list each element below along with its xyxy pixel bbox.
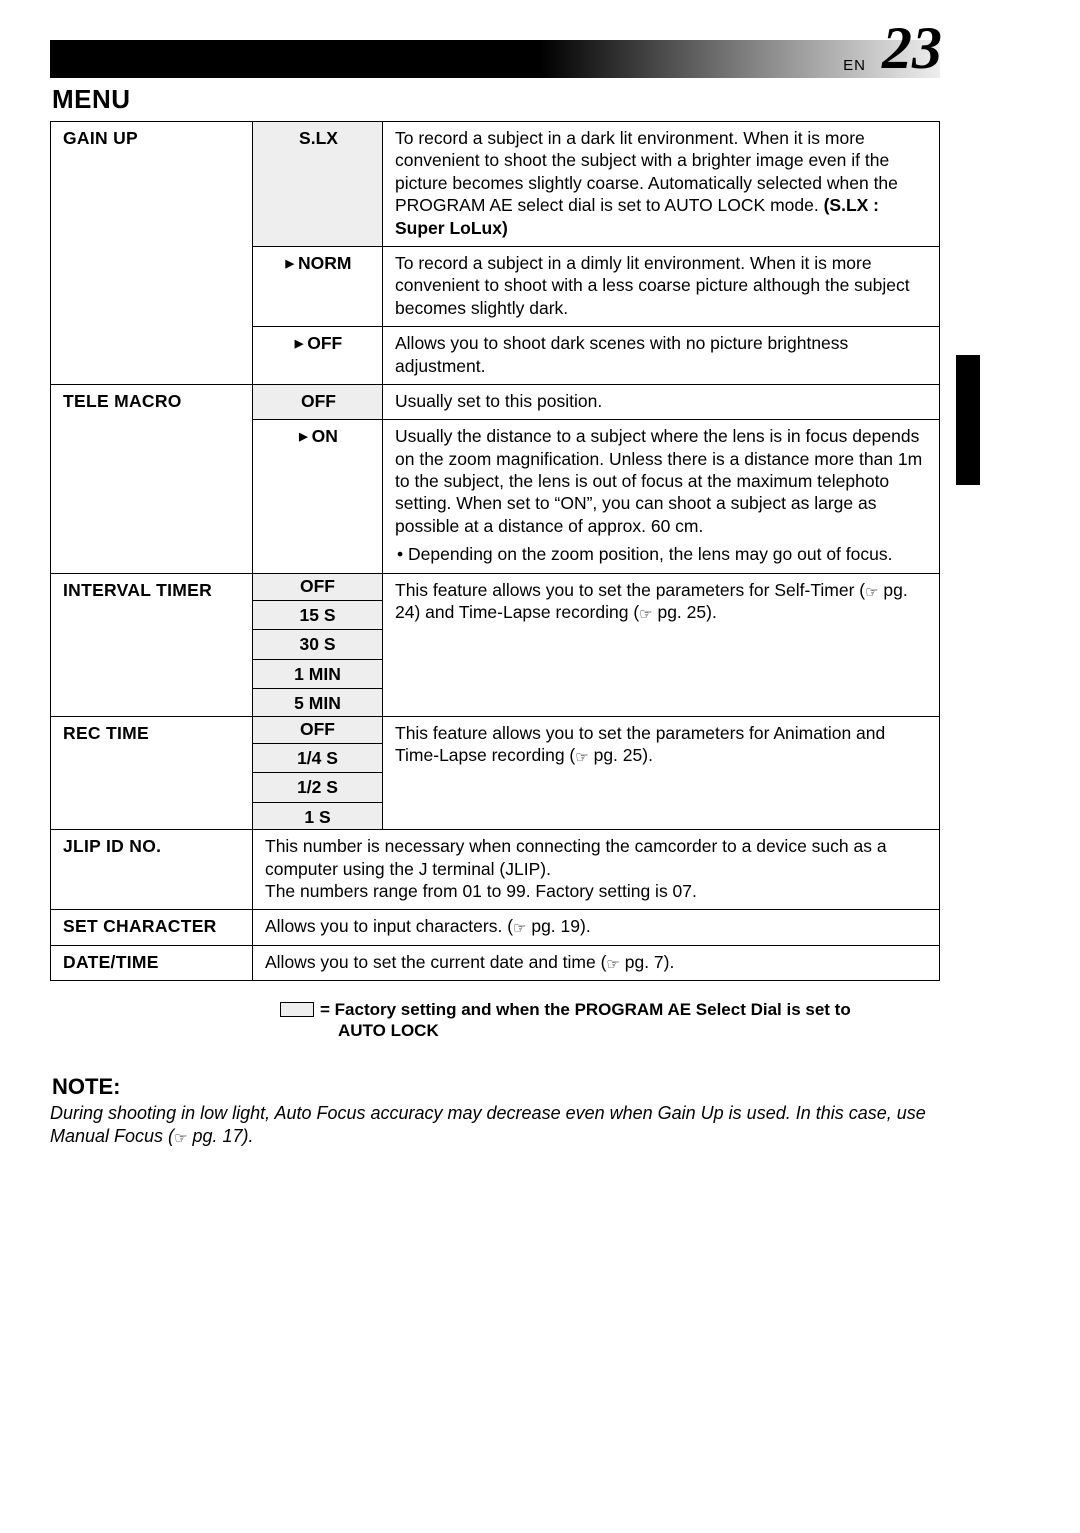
section-tab [956, 355, 980, 485]
feature-name: DATE/TIME [51, 945, 253, 980]
pointer-icon: ☞ [575, 748, 588, 767]
feature-name: INTERVAL TIMER [51, 573, 253, 716]
option-desc: Allows you to shoot dark scenes with no … [383, 327, 940, 385]
option-cell-rectime: OFF 1/4 S 1/2 S 1 S [253, 716, 383, 830]
option-desc: To record a subject in a dark lit enviro… [383, 122, 940, 247]
option-desc: Allows you to set the current date and t… [253, 945, 940, 980]
option-desc: Allows you to input characters. (☞ pg. 1… [253, 910, 940, 945]
table-row: DATE/TIME Allows you to set the current … [51, 945, 940, 980]
manual-page: EN 23 MENU GAIN UP S.LX To record a subj… [0, 0, 1080, 1188]
pointer-icon: ☞ [639, 605, 652, 624]
note-body: During shooting in low light, Auto Focus… [50, 1102, 940, 1148]
menu-table: GAIN UP S.LX To record a subject in a da… [50, 121, 940, 981]
feature-name: REC TIME [51, 716, 253, 830]
pointer-icon: ☞ [606, 955, 619, 974]
table-row: JLIP ID NO. This number is necessary whe… [51, 830, 940, 910]
option-desc: Usually set to this position. [383, 384, 940, 419]
option-cell-slx: S.LX [253, 122, 383, 247]
table-row: REC TIME OFF 1/4 S 1/2 S 1 S This featur… [51, 716, 940, 830]
pointer-icon: ☞ [513, 919, 526, 938]
option-desc: To record a subject in a dimly lit envir… [383, 246, 940, 326]
option-cell-norm: NORM [253, 246, 383, 326]
page-number: 23 [882, 14, 942, 83]
factory-legend: = Factory setting and when the PROGRAM A… [280, 999, 940, 1042]
table-row: TELE MACRO OFF Usually set to this posit… [51, 384, 940, 419]
feature-name: GAIN UP [51, 122, 253, 385]
option-cell-off: OFF [253, 384, 383, 419]
page-header-bar: EN 23 [50, 40, 940, 78]
note-heading: NOTE: [52, 1074, 940, 1100]
option-desc: This feature allows you to set the param… [383, 573, 940, 716]
menu-heading: MENU [52, 84, 940, 115]
option-desc: This number is necessary when connecting… [253, 830, 940, 910]
option-cell-on: ON [253, 420, 383, 573]
option-desc: Usually the distance to a subject where … [383, 420, 940, 573]
feature-name: TELE MACRO [51, 384, 253, 573]
option-desc: This feature allows you to set the param… [383, 716, 940, 830]
feature-name: JLIP ID NO. [51, 830, 253, 910]
legend-swatch [280, 1002, 314, 1017]
language-label: EN [843, 57, 866, 74]
pointer-icon: ☞ [174, 1129, 187, 1148]
table-row: GAIN UP S.LX To record a subject in a da… [51, 122, 940, 247]
option-cell-interval: OFF 15 S 30 S 1 MIN 5 MIN [253, 573, 383, 716]
pointer-icon: ☞ [865, 583, 878, 602]
feature-name: SET CHARACTER [51, 910, 253, 945]
table-row: INTERVAL TIMER OFF 15 S 30 S 1 MIN 5 MIN… [51, 573, 940, 716]
option-cell-off: OFF [253, 327, 383, 385]
table-row: SET CHARACTER Allows you to input charac… [51, 910, 940, 945]
